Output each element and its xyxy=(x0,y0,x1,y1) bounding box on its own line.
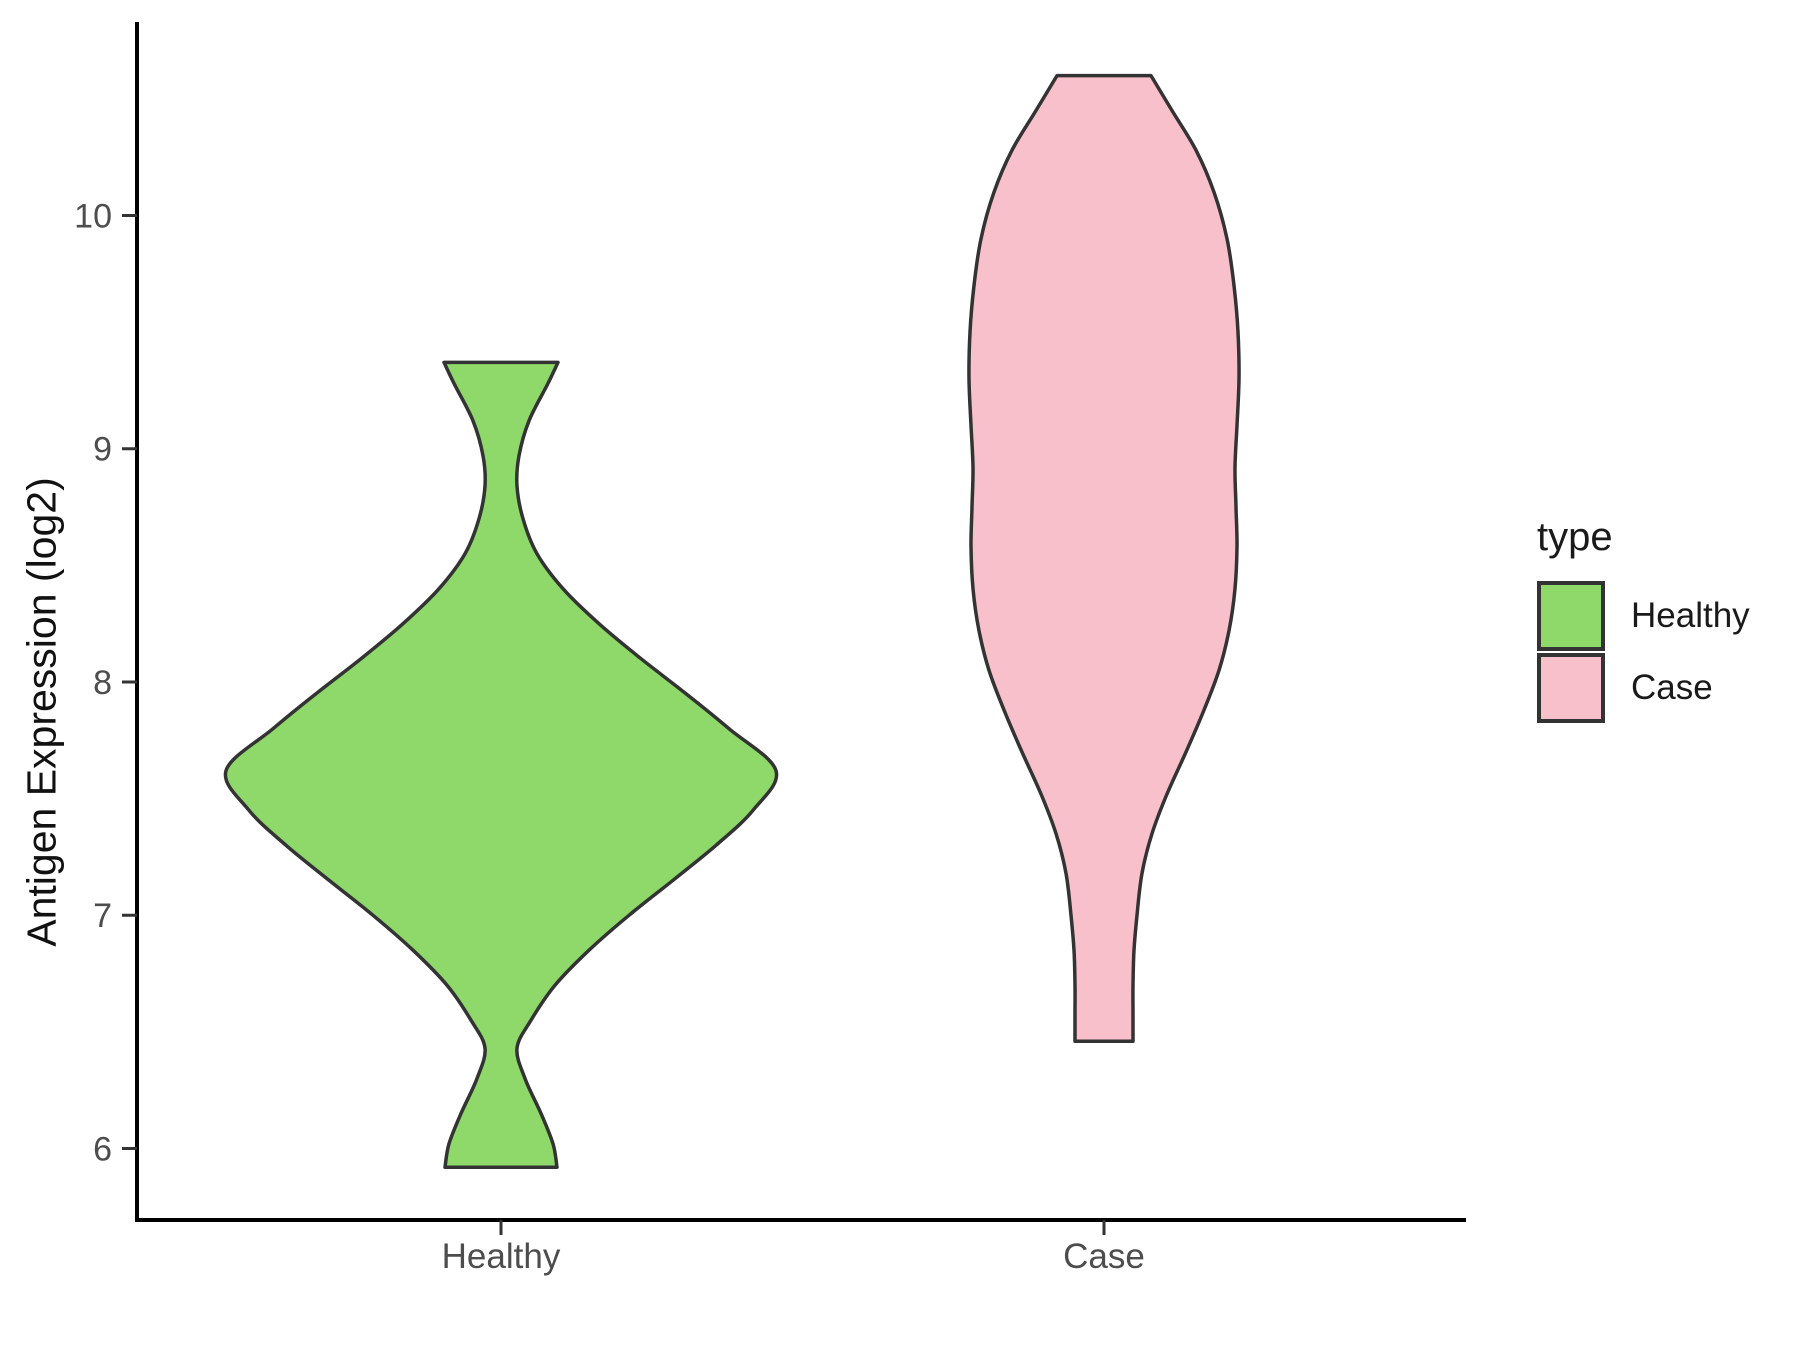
y-tick-label: 6 xyxy=(93,1130,112,1168)
violin-case xyxy=(967,73,1241,1043)
y-axis-title: Antigen Expression (log2) xyxy=(18,477,65,947)
legend-swatch-healthy xyxy=(1537,581,1605,651)
legend-swatch-case xyxy=(1537,653,1605,723)
axes-layer: 6 7 8 9 10 Healthy Case xyxy=(74,22,1466,1276)
y-tick-label: 7 xyxy=(93,897,112,935)
legend-label-healthy: Healthy xyxy=(1631,596,1750,635)
legend-item-healthy: Healthy xyxy=(1537,581,1750,651)
y-tick-label: 8 xyxy=(93,664,112,702)
legend-title: type xyxy=(1537,515,1613,559)
legend-label-case: Case xyxy=(1631,668,1713,707)
y-tick-label: 9 xyxy=(93,431,112,469)
violins-layer xyxy=(223,73,1241,1169)
violin-healthy xyxy=(223,360,779,1169)
x-category-label: Healthy xyxy=(442,1237,561,1276)
legend-item-case: Case xyxy=(1537,653,1750,723)
y-tick-label: 10 xyxy=(74,197,112,235)
x-category-label: Case xyxy=(1063,1237,1145,1276)
legend: type Healthy Case xyxy=(1537,515,1750,725)
